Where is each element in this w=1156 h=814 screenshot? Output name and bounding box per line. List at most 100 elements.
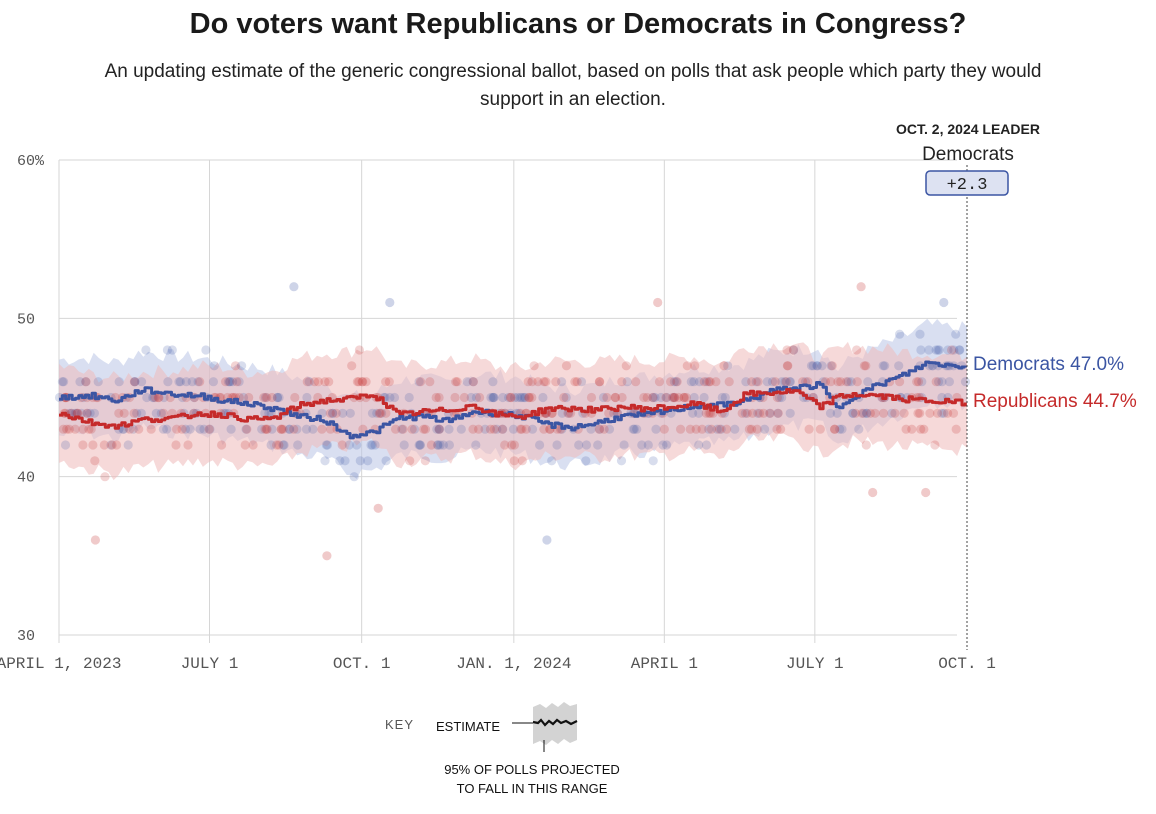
democrats-poll-dot	[444, 440, 454, 450]
key-range-line1: 95% OF POLLS PROJECTED	[444, 762, 620, 777]
republicans-poll-dot	[912, 377, 922, 387]
republicans-poll-dot	[352, 377, 362, 387]
democrats-poll-dot	[389, 392, 400, 403]
democrats-poll-dot	[344, 440, 354, 450]
democrats-poll-dot	[557, 377, 567, 387]
democrats-poll-dot	[934, 345, 944, 355]
republicans-poll-dot	[524, 392, 535, 403]
republicans-poll-dot	[451, 377, 461, 387]
democrats-poll-dot	[812, 361, 823, 371]
republicans-poll-dot	[737, 408, 747, 418]
democrats-poll-dot	[302, 392, 312, 403]
republicans-poll-dot	[391, 424, 401, 434]
democrats-poll-dot	[924, 345, 934, 355]
democrats-poll-dot	[662, 440, 672, 450]
republicans-poll-dot	[405, 456, 415, 466]
democrats-poll-dot	[199, 424, 209, 434]
democrats-poll-dot	[367, 440, 377, 450]
democrats-poll-dot	[777, 377, 787, 387]
democrats-poll-dot	[142, 392, 152, 403]
democrats-poll-dot	[730, 424, 740, 434]
democrats-poll-dot	[367, 408, 378, 418]
republicans-poll-dot	[500, 440, 510, 450]
democrats-poll-dot	[808, 361, 818, 371]
republicans-poll-dot	[559, 392, 569, 403]
democrats-poll-dot	[340, 456, 350, 466]
republicans-poll-dot	[195, 377, 205, 387]
democrats-poll-dot	[456, 424, 466, 434]
republicans-poll-dot	[317, 424, 327, 434]
republicans-poll-dot	[943, 408, 953, 418]
democrats-poll-dot	[234, 377, 244, 387]
republicans-poll-dot	[861, 440, 871, 450]
democrats-poll-dot	[741, 377, 751, 387]
republicans-poll-dot	[86, 424, 96, 434]
chart-key: KEY ESTIMATE 95% OF POLLS PROJECTED TO F…	[385, 702, 620, 796]
republicans-poll-dot	[681, 392, 692, 403]
republicans-poll-dot	[420, 424, 431, 434]
democrats-poll-dot	[284, 424, 294, 434]
republicans-poll-dot	[631, 377, 641, 387]
democrats-poll-dot	[933, 345, 943, 355]
democrats-poll-dot	[517, 392, 527, 403]
y-tick-label: 60%	[17, 153, 45, 170]
republicans-poll-dot	[907, 424, 917, 434]
democrats-poll-dot	[89, 408, 99, 418]
republicans-poll-dot	[81, 377, 91, 387]
republicans-poll-dot	[82, 408, 92, 418]
democrats-poll-dot	[712, 424, 722, 434]
democrats-poll-dot	[335, 456, 345, 466]
democrats-poll-dot	[774, 392, 784, 403]
democrats-poll-dot	[75, 377, 85, 387]
republicans-poll-dot	[704, 377, 714, 387]
democrats-poll-dot	[916, 345, 926, 355]
republicans-poll-dot	[527, 377, 537, 387]
democrats-poll-dot	[716, 424, 726, 434]
democrats-poll-dot	[223, 377, 233, 387]
republicans-poll-dot	[913, 377, 924, 387]
democrats-poll-dot	[939, 297, 949, 308]
republicans-poll-dot	[856, 282, 866, 292]
republicans-poll-dot	[459, 392, 469, 403]
democrats-poll-dot	[93, 377, 103, 387]
democrats-poll-dot	[519, 392, 529, 403]
democrats-poll-dot	[917, 377, 927, 387]
democrats-poll-dot	[414, 440, 424, 450]
democrats-poll-dot	[720, 392, 730, 403]
democrats-poll-dot	[650, 392, 660, 403]
republicans-poll-dot	[719, 361, 729, 371]
republicans-poll-dot	[930, 440, 940, 450]
democrats-poll-dot	[934, 377, 944, 387]
republicans-poll-dot	[857, 408, 867, 418]
democrats-poll-dot	[765, 408, 775, 418]
democrats-poll-dot	[355, 456, 365, 466]
republicans-poll-dot	[278, 424, 288, 434]
democrats-poll-dot	[751, 377, 761, 387]
republicans-poll-dot	[755, 408, 765, 418]
democrats-poll-dot	[561, 392, 571, 403]
x-tick-label: APRIL 1	[631, 655, 698, 673]
republicans-poll-dot	[416, 377, 426, 387]
republicans-poll-dot	[322, 551, 332, 561]
democrats-poll-dot	[57, 377, 67, 387]
democrats-poll-dot	[106, 440, 116, 450]
republicans-poll-dot	[682, 361, 692, 371]
republicans-poll-dot	[676, 424, 686, 434]
democrats-poll-dot	[266, 440, 276, 450]
democrats-poll-dot	[826, 361, 836, 371]
republicans-poll-dot	[833, 377, 843, 387]
key-label: KEY	[385, 717, 414, 732]
democrats-poll-dot	[238, 392, 249, 403]
democrats-poll-dot	[274, 392, 284, 403]
republicans-poll-dot	[836, 377, 846, 387]
democrats-poll-dot	[159, 392, 169, 403]
republicans-poll-dot	[572, 377, 582, 387]
republicans-poll-dot	[506, 392, 516, 403]
democrats-poll-dot	[370, 440, 380, 450]
dem-end-label: Democrats 47.0%	[973, 354, 1124, 375]
democrats-poll-dot	[656, 392, 666, 403]
democrats-poll-dot	[773, 408, 783, 418]
democrats-poll-dot	[825, 408, 836, 418]
republicans-poll-dot	[551, 377, 561, 387]
democrats-poll-dot	[151, 408, 161, 418]
